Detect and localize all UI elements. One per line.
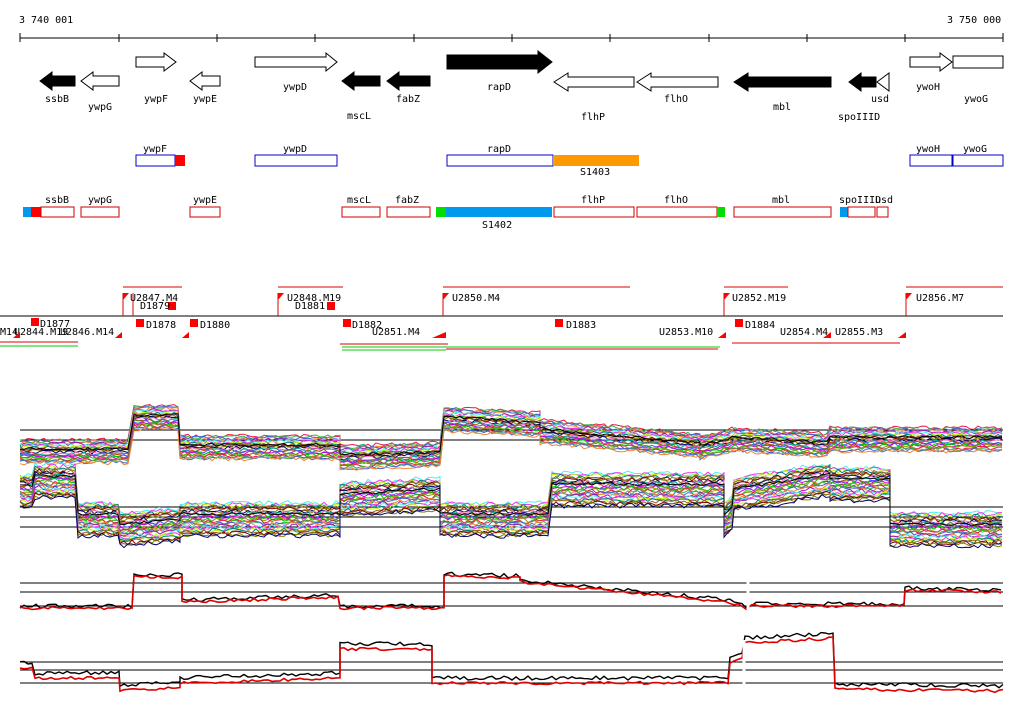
gene-arrow-flhO[interactable]	[636, 72, 719, 92]
profile-red-3	[19, 573, 1002, 611]
feature-U2854.M4: U2854.M4	[780, 327, 828, 338]
feature-track: U2848.M19 U2850.M4 U2852.M19 U2856.M7 U2…	[0, 286, 1003, 351]
gene-label-ywpF: ywpF	[144, 94, 168, 105]
gene-label-flhP: flhP	[581, 112, 605, 123]
plus-marker-ywpF	[175, 155, 185, 166]
gene-arrow-rapD[interactable]	[446, 49, 553, 75]
gene-arrow-spoIIID[interactable]	[848, 72, 877, 92]
plus-box-ywoH[interactable]	[909, 154, 953, 167]
gene-label-flhO: flhO	[664, 94, 688, 105]
feature-D1877: D1877	[40, 319, 70, 330]
minus-box-ywpG[interactable]	[80, 206, 120, 218]
feature-U2856.M7: U2856.M7	[916, 293, 964, 304]
gene-arrow-ywpF[interactable]	[135, 52, 177, 72]
coordinate-ruler: 3 740 001 3 750 000	[19, 15, 1004, 42]
gene-arrow-fabZ[interactable]	[386, 71, 431, 91]
minus-label-mscL: mscL	[347, 195, 371, 206]
minus-box-mbl[interactable]	[733, 206, 832, 218]
gene-arrow-ywpD[interactable]	[254, 51, 338, 73]
feature-U2850.M4: U2850.M4	[452, 293, 500, 304]
gene-arrow-ywpG[interactable]	[80, 71, 120, 91]
profile-black-4	[19, 631, 1004, 689]
gene-arrow-ywpE[interactable]	[189, 71, 221, 91]
feature-D1880: D1880	[200, 320, 230, 331]
gene-arrow-mbl[interactable]	[733, 72, 832, 92]
minus-label-ywpE: ywpE	[193, 195, 217, 206]
plus-label-ywoG: ywoG	[963, 144, 987, 155]
gene-label-ywpE: ywpE	[193, 94, 217, 105]
coord-start-label: 3 740 001	[19, 15, 73, 26]
feature-U2846.M14: U2846.M14	[60, 327, 114, 338]
feature-U2853.M10: U2853.M10	[659, 327, 713, 338]
minus-strand-track: ssbB ywpG ywpE mscL fabZ S1402 flhP flhO…	[23, 195, 893, 231]
plus-label-ywoH: ywoH	[916, 144, 940, 155]
gene-arrows-track: ssbB ywpG ywpF ywpE ywpD mscL fabZ rapD …	[39, 49, 1004, 123]
minus-label-mbl: mbl	[772, 195, 790, 206]
gene-label-spoIIID: spoIIID	[838, 112, 880, 123]
gene-label-mscL: mscL	[347, 111, 371, 122]
gene-label-ywpG: ywpG	[88, 102, 112, 113]
gene-label-ywoG: ywoG	[964, 94, 988, 105]
gene-arrow-ywoG[interactable]	[952, 55, 1004, 69]
minus-segment-label: S1402	[482, 220, 512, 231]
plus-label-rapD: rapD	[487, 144, 511, 155]
minus-box-usd[interactable]	[876, 206, 889, 218]
feature-U2847.M4: U2847.M4	[130, 293, 178, 304]
minus-box-mscL[interactable]	[341, 206, 381, 218]
gene-arrow-mscL[interactable]	[341, 71, 381, 91]
feature-D1879: D1879	[140, 301, 170, 312]
minus-label-fabZ: fabZ	[395, 195, 419, 206]
minus-box-ssbB[interactable]	[40, 206, 75, 218]
expression-profiles	[19, 404, 1004, 700]
feature-U2848.M19: U2848.M19	[287, 293, 341, 304]
gene-label-fabZ: fabZ	[396, 94, 420, 105]
gene-arrow-ssbB[interactable]	[39, 71, 76, 91]
gene-label-usd: usd	[871, 94, 889, 105]
minus-box-flhP[interactable]	[553, 206, 635, 218]
gene-label-mbl: mbl	[773, 102, 791, 113]
minus-label-usd: usd	[875, 195, 893, 206]
feature-U2851.M4: U2851.M4	[372, 327, 420, 338]
plus-segment-label: S1403	[580, 167, 610, 178]
gene-arrow-ywoH[interactable]	[909, 52, 953, 72]
coord-end-label: 3 750 000	[947, 15, 1001, 26]
plus-strand-track: ywpF ywpD rapD S1403 ywoH ywoG	[135, 144, 1004, 178]
feature-D1884: D1884	[745, 320, 775, 331]
plus-box-rapD[interactable]	[446, 154, 554, 167]
plus-box-ywoG[interactable]	[952, 154, 1004, 167]
feature-U2855.M3: U2855.M3	[835, 327, 883, 338]
gene-label-rapD: rapD	[487, 82, 511, 93]
plus-label-ywpD: ywpD	[283, 144, 307, 155]
minus-label-spoIIID: spoIIID	[839, 195, 881, 206]
minus-label-ssbB: ssbB	[45, 195, 69, 206]
feature-D1881: D1881	[295, 301, 325, 312]
feature-M14: M14	[0, 327, 18, 338]
gene-arrow-flhP[interactable]	[553, 72, 635, 92]
minus-label-flhO: flhO	[664, 195, 688, 206]
profile-red-4	[19, 636, 1004, 694]
gene-arrow-usd[interactable]	[876, 72, 890, 92]
feature-D1882: D1882	[352, 320, 382, 331]
feature-U2844.M19: U2844.M19	[14, 327, 68, 338]
gene-label-ywoH: ywoH	[916, 82, 940, 93]
gene-label-ssbB: ssbB	[45, 94, 69, 105]
plus-box-ywpF[interactable]	[135, 154, 176, 167]
minus-box-fabZ[interactable]	[386, 206, 431, 218]
minus-segment-S1402[interactable]	[446, 207, 552, 217]
minus-box-ywpE[interactable]	[189, 206, 221, 218]
minus-label-flhP: flhP	[581, 195, 605, 206]
plus-segment-S1403[interactable]	[553, 155, 639, 166]
gene-label-ywpD: ywpD	[283, 82, 307, 93]
plus-label-ywpF: ywpF	[143, 144, 167, 155]
minus-label-ywpG: ywpG	[88, 195, 112, 206]
feature-U2852.M19: U2852.M19	[732, 293, 786, 304]
plus-box-ywpD[interactable]	[254, 154, 338, 167]
minus-box-flhO[interactable]	[636, 206, 718, 218]
feature-D1883: D1883	[566, 320, 596, 331]
minus-box-spoIIID[interactable]	[847, 206, 876, 218]
feature-D1878: D1878	[146, 320, 176, 331]
